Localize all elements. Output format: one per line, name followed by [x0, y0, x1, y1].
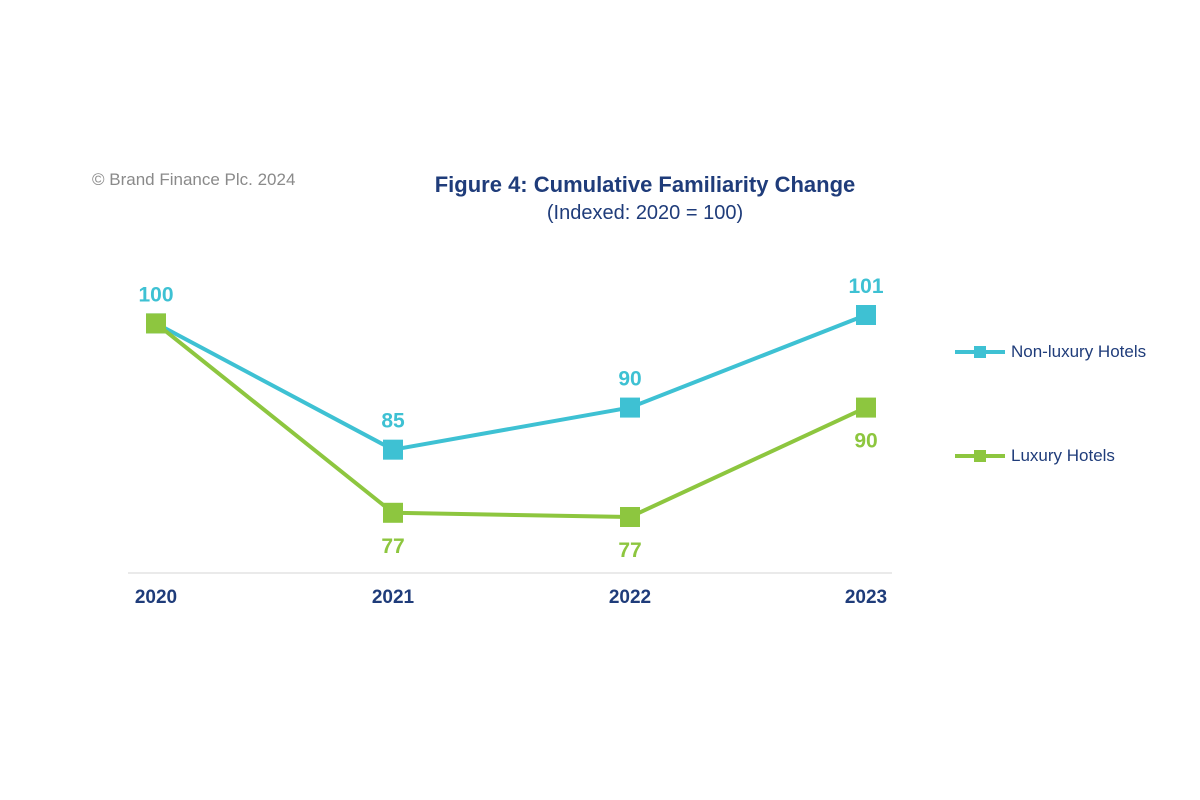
- data-label-s1-2021: 77: [381, 535, 404, 558]
- data-point-s1-2021: [383, 502, 403, 523]
- legend-item-non-luxury: Non-luxury Hotels: [955, 340, 1146, 364]
- data-point-s1-2022: [620, 507, 640, 527]
- data-point-s1-2023: [856, 397, 876, 418]
- data-label-s1-2022: 77: [618, 539, 641, 562]
- series-line-1: [154, 321, 867, 519]
- data-label-s0-2022: 90: [618, 368, 641, 391]
- data-point-s0-2022: [620, 397, 640, 418]
- data-point-s0-2023: [856, 305, 876, 325]
- copyright-text: © Brand Finance Plc. 2024: [92, 170, 296, 189]
- chart-subtitle: (Indexed: 2020 = 100): [546, 202, 744, 224]
- legend-swatch-non-luxury: [955, 340, 1005, 364]
- data-label-s0-2020: 100: [138, 283, 173, 306]
- x-tick-label-2022: 2022: [609, 587, 651, 608]
- legend-label-non-luxury: Non-luxury Hotels: [1011, 342, 1147, 361]
- data-label-s1-2023: 90: [854, 430, 877, 453]
- legend-label-luxury: Luxury Hotels: [1011, 446, 1115, 465]
- x-tick-label-2023: 2023: [845, 587, 887, 608]
- x-tick-label-2020: 2020: [135, 587, 177, 608]
- data-point-s0-2021: [383, 439, 403, 460]
- data-point-s1-2020: [146, 313, 166, 334]
- legend: Non-luxury Hotels Luxury Hotels: [955, 340, 1146, 548]
- legend-item-luxury: Luxury Hotels: [955, 444, 1146, 468]
- data-label-s0-2023: 101: [848, 275, 883, 298]
- x-tick-label-2021: 2021: [372, 587, 415, 608]
- legend-swatch-luxury: [955, 444, 1005, 468]
- chart-title: Figure 4: Cumulative Familiarity Change: [434, 172, 856, 197]
- data-label-s0-2021: 85: [381, 410, 405, 433]
- series-line-0: [155, 313, 867, 452]
